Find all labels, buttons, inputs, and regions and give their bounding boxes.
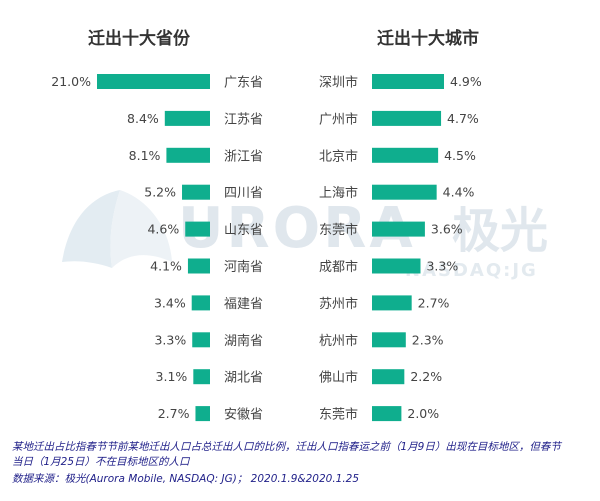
city-bar [372, 369, 405, 385]
province-category-label: 四川省 [224, 186, 263, 201]
city-bar [372, 406, 402, 422]
province-category-label: 河南省 [224, 259, 263, 275]
footnote-line-1: 某地迁出占比指春节节前某地迁出人口占总迁出人口的比例，迁出人口指春运之前（1月9… [12, 441, 561, 453]
province-bar [192, 332, 210, 348]
city-value-label: 2.0% [407, 406, 439, 421]
province-bar [166, 147, 210, 163]
right-chart-title: 迁出十大城市 [377, 29, 479, 49]
city-bar [372, 184, 437, 200]
province-bar [193, 369, 210, 385]
city-category-label: 苏州市 [319, 296, 358, 312]
province-bar [164, 110, 210, 126]
province-bar [187, 258, 210, 274]
province-bar [97, 74, 210, 89]
city-bar [372, 332, 406, 348]
province-value-label: 3.4% [154, 295, 186, 310]
city-category-label: 东莞市 [319, 407, 358, 423]
province-category-label: 湖南省 [224, 333, 263, 349]
city-value-label: 4.4% [443, 185, 475, 200]
province-category-label: 广东省 [224, 76, 263, 91]
city-value-label: 2.2% [410, 369, 442, 384]
footnote-line-2: 当日（1月25日）不在目标地区的人口 [12, 456, 190, 468]
city-category-label: 东莞市 [319, 222, 358, 238]
province-category-label: 福建省 [224, 297, 263, 312]
province-value-label: 8.1% [129, 148, 161, 163]
city-category-label: 上海市 [319, 185, 358, 201]
city-category-label: 广州市 [319, 111, 358, 127]
city-category-label: 北京市 [319, 148, 358, 164]
province-value-label: 4.6% [147, 222, 179, 237]
city-value-label: 2.3% [412, 332, 444, 347]
city-value-label: 4.9% [450, 74, 482, 89]
city-value-label: 2.7% [418, 295, 450, 310]
city-bar [372, 258, 421, 274]
city-value-label: 4.7% [447, 111, 479, 126]
province-category-label: 湖北省 [224, 371, 263, 386]
province-value-label: 8.4% [127, 111, 159, 126]
footnote-source: 数据来源：极光(Aurora Mobile, NASDAQ: JG)； 2020… [12, 473, 360, 485]
city-value-label: 3.6% [431, 222, 463, 237]
city-bar [372, 221, 425, 237]
province-category-label: 江苏省 [224, 111, 263, 127]
city-value-label: 3.3% [426, 259, 458, 274]
province-bar [182, 184, 210, 200]
city-bar [372, 295, 412, 311]
city-category-label: 杭州市 [319, 333, 358, 349]
province-category-label: 安徽省 [224, 408, 263, 423]
province-category-label: 浙江省 [224, 149, 263, 164]
province-bar [195, 406, 210, 422]
province-value-label: 21.0% [51, 74, 91, 89]
province-value-label: 3.3% [154, 332, 186, 347]
province-value-label: 3.1% [156, 369, 188, 384]
province-value-label: 2.7% [158, 406, 190, 421]
city-category-label: 佛山市 [319, 370, 358, 386]
city-value-label: 4.5% [444, 148, 476, 163]
province-bar [185, 221, 210, 237]
province-value-label: 5.2% [144, 185, 176, 200]
city-bar [372, 147, 439, 163]
province-category-label: 山东省 [224, 223, 263, 238]
left-chart-title: 迁出十大省份 [88, 29, 190, 49]
province-bar [191, 295, 210, 311]
province-value-label: 4.1% [150, 259, 182, 274]
city-bar [372, 74, 444, 89]
city-bar [372, 110, 442, 126]
city-category-label: 深圳市 [319, 75, 358, 91]
city-category-label: 成都市 [319, 259, 358, 275]
